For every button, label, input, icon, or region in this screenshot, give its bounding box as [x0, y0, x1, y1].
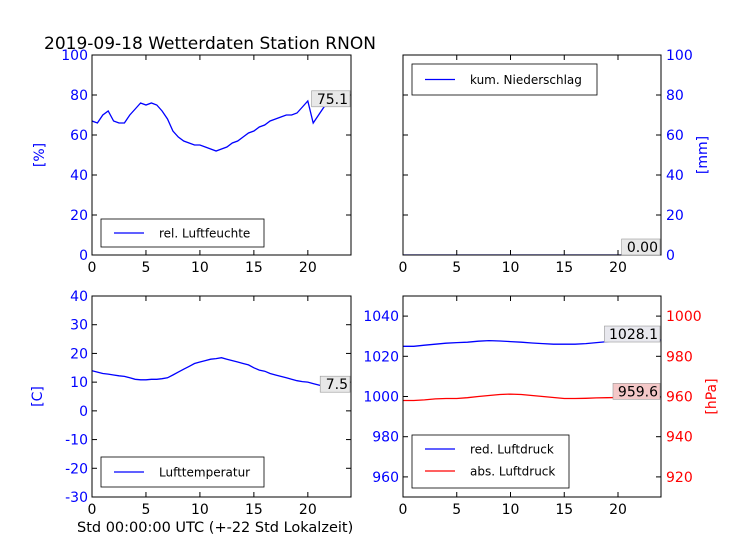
y-tick-label: 980	[372, 430, 399, 446]
chart-humidity: 0 5 10 15 20 0 20 40 60 80 100 [%] rel. Luftfeuchte 7…	[32, 48, 352, 276]
y-tick-label: 0	[79, 248, 88, 264]
x-tick-label: 0	[399, 260, 408, 276]
y2-tick-label: 920	[666, 470, 693, 486]
value-annotation: 0.00	[627, 240, 658, 256]
y2-tick-label: 1000	[666, 309, 702, 325]
legend-label: rel. Luftfeuchte	[159, 227, 250, 241]
y-tick-label: 80	[70, 88, 88, 104]
value-annotation: 959.6	[618, 384, 658, 400]
x-tick-label: 0	[88, 502, 97, 518]
x-tick-label: 5	[452, 260, 461, 276]
x-tick-label: 15	[245, 260, 263, 276]
axes-frame	[91, 295, 352, 498]
y-tick-label: 30	[70, 318, 88, 334]
y-tick-label: 960	[372, 470, 399, 486]
value-annotation: 1028.1	[609, 327, 658, 343]
legend: kum. Niederschlag	[411, 63, 598, 96]
y-tick-label: 1040	[363, 309, 399, 325]
value-annotation-box	[311, 90, 351, 108]
y-tick-label: 60	[70, 128, 88, 144]
axes-frame	[91, 54, 352, 256]
x-tick-label: 5	[141, 502, 150, 518]
x-tick-label: 10	[191, 502, 209, 518]
y-axis-label: [C]	[30, 386, 46, 407]
x-tick-label: 20	[299, 260, 317, 276]
value-annotation-box	[612, 383, 661, 400]
y-tick-label: 0	[666, 248, 675, 264]
y-tick-label: 10	[70, 375, 88, 391]
y-tick-label: 1020	[363, 349, 399, 365]
legend: red. Luftdruck abs. Luftdruck	[411, 434, 570, 489]
y-tick-label: 80	[666, 88, 684, 104]
x-tick-label: 10	[191, 260, 209, 276]
value-annotation: 7.5	[326, 377, 348, 393]
series-line-humidity-0	[92, 94, 347, 152]
y-tick-label: -30	[65, 490, 88, 506]
y-tick-label: 20	[666, 208, 684, 224]
y2-tick-label: 940	[666, 430, 693, 446]
y-tick-label: 1000	[363, 390, 399, 406]
y-axis-label: [hPa]	[704, 378, 720, 414]
x-tick-label: 20	[609, 260, 627, 276]
x-tick-label: 5	[452, 502, 461, 518]
legend-label: Lufttemperatur	[159, 466, 250, 480]
x-tick-label: 20	[299, 502, 317, 518]
y-tick-label: 60	[666, 128, 684, 144]
series-line-temperature-0	[92, 357, 346, 390]
axes-frame	[402, 54, 662, 256]
figure-title: 2019-09-18 Wetterdaten Station RNON	[44, 34, 376, 54]
x-tick-label: 5	[141, 260, 150, 276]
legend-label: abs. Luftdruck	[470, 465, 555, 479]
y-tick-label: 40	[70, 168, 88, 184]
chart-temperature: 0 5 10 15 20 -30 -20 -10 0 10 20 30 40 [C] Lufttempera…	[30, 289, 352, 518]
y-tick-label: -10	[65, 433, 88, 449]
y-tick-label: 100	[666, 48, 693, 64]
x-tick-label: 15	[555, 260, 573, 276]
value-annotation: 75.1	[317, 92, 348, 108]
x-tick-label: 15	[245, 502, 263, 518]
y2-tick-label: 980	[666, 349, 693, 365]
y-tick-label: 100	[61, 48, 88, 64]
y-tick-label: 20	[70, 208, 88, 224]
y-tick-label: 0	[79, 404, 88, 420]
y-axis-label: [%]	[32, 143, 48, 167]
y-tick-label: -20	[65, 461, 88, 477]
value-annotation-box	[604, 325, 661, 343]
x-tick-label: 15	[555, 502, 573, 518]
x-tick-label: 20	[609, 502, 627, 518]
y-tick-label: 20	[70, 346, 88, 362]
value-annotation-box	[319, 375, 351, 393]
x-tick-label: 10	[502, 502, 520, 518]
x-tick-label: 10	[502, 260, 520, 276]
y-tick-label: 40	[70, 289, 88, 305]
chart-pressure: 0 5 10 15 20 960 980 1000 1020 1040 920 940 960 980 10…	[363, 295, 720, 518]
x-axis-label: Std 00:00:00 UTC (+-22 Std Lokalzeit)	[77, 520, 353, 536]
x-tick-label: 0	[399, 502, 408, 518]
legend-label: red. Luftdruck	[470, 443, 554, 457]
chart-precip: 0 5 10 15 20 0 20 40 60 80 100 [mm] kum. Niederschla…	[399, 48, 711, 276]
y-tick-label: 40	[666, 168, 684, 184]
legend: Lufttemperatur	[100, 456, 265, 488]
y-axis-label: [mm]	[695, 136, 711, 174]
legend: rel. Luftfeuchte	[100, 218, 265, 248]
value-annotation-box	[621, 238, 661, 256]
x-tick-label: 0	[88, 260, 97, 276]
y2-tick-label: 960	[666, 390, 693, 406]
legend-label: kum. Niederschlag	[470, 73, 582, 87]
